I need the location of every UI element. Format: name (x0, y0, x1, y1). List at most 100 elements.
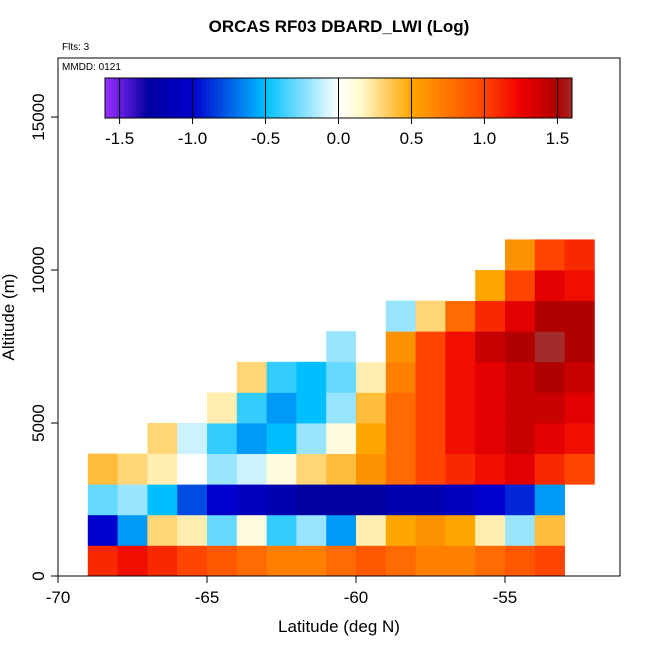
colorbar-swatch (116, 78, 122, 118)
colorbar-swatch (182, 78, 188, 118)
colorbar-swatch (544, 78, 550, 118)
colorbar-swatch (155, 78, 160, 118)
heatmap-cell (87, 453, 118, 485)
colorbar-swatch (229, 78, 234, 118)
colorbar-swatch (124, 78, 129, 118)
colorbar-swatch (373, 78, 378, 118)
heatmap-cell (385, 423, 416, 455)
heatmap-cell (504, 270, 536, 302)
heatmap-cell (206, 484, 238, 516)
colorbar-swatch (498, 78, 503, 118)
heatmap-cell (87, 484, 118, 516)
x-tick-label: -60 (344, 588, 369, 607)
heatmap-cell (296, 392, 327, 424)
colorbar-swatch (330, 78, 336, 118)
heatmap-cell (177, 423, 208, 455)
colorbar-swatch (248, 78, 254, 118)
colorbar-swatch (225, 78, 231, 118)
colorbar-swatch (459, 78, 464, 118)
colorbar-swatch (501, 78, 507, 118)
colorbar-swatch (210, 78, 215, 118)
y-tick-label: 15000 (29, 93, 48, 140)
heatmap-cell (355, 545, 387, 577)
heatmap-cell (326, 545, 357, 577)
colorbar-swatch (237, 78, 242, 118)
heatmap-cell (415, 453, 446, 485)
colorbar-swatch (536, 78, 542, 118)
axes: -70 -65 -60 -55 0 5000 10000 15000 -1.5 -1.0 -0.5 0… (29, 57, 621, 607)
heatmap-cell (206, 545, 238, 577)
colorbar-swatch (291, 78, 297, 118)
heatmap-cell (296, 514, 327, 546)
heatmap-cell (355, 392, 387, 424)
colorbar-swatch (128, 78, 133, 118)
heatmap-cell (534, 514, 565, 546)
heatmap-cell (355, 453, 387, 485)
heatmap-cell (117, 545, 148, 577)
colorbar-tick-label: 1.0 (473, 129, 497, 148)
colorbar-swatch (404, 78, 410, 118)
colorbar-swatch (147, 78, 153, 118)
colorbar-swatch (529, 78, 534, 118)
colorbar-swatch (447, 78, 452, 118)
colorbar-swatch (143, 78, 149, 118)
heatmap-cell (147, 514, 178, 546)
colorbar-swatch (509, 78, 515, 118)
heatmap-cell (415, 514, 446, 546)
y-tick-label: 0 (29, 571, 48, 580)
heatmap-cell (326, 331, 357, 363)
heatmap-cell (504, 239, 536, 271)
heatmap-cell (385, 545, 416, 577)
colorbar-swatch (342, 78, 347, 118)
heatmap-cell (177, 514, 208, 546)
colorbar-swatch (560, 78, 565, 118)
colorbar-swatch (556, 78, 561, 118)
colorbar-swatch (260, 78, 266, 118)
heatmap-cell (564, 453, 595, 485)
colorbar-swatch (381, 78, 386, 118)
colorbar-swatch (525, 78, 530, 118)
heatmap-cell (236, 453, 267, 485)
y-tick-label: 10000 (29, 246, 48, 293)
colorbar-swatch (245, 78, 250, 118)
heatmap-cell (534, 300, 565, 332)
heatmap-cell (534, 331, 565, 363)
colorbar-swatch (120, 78, 125, 118)
colorbar-swatch (108, 78, 114, 118)
colorbar-swatch (311, 78, 316, 118)
heatmap-cell (475, 270, 506, 302)
heatmap-cell (147, 453, 178, 485)
colorbar-swatch (564, 78, 569, 118)
heatmap-cell (117, 453, 148, 485)
colorbar-swatch (136, 78, 141, 118)
colorbar-swatch (466, 78, 472, 118)
heatmap-cell (415, 392, 446, 424)
x-axis-label: Latitude (deg N) (278, 617, 400, 636)
heatmap-cell (266, 514, 297, 546)
heatmap-cell (296, 545, 327, 577)
heatmap-cell (475, 423, 506, 455)
colorbar-tick-label: 0.5 (400, 129, 424, 148)
heatmap-cell (534, 270, 565, 302)
colorbar-swatch (463, 78, 468, 118)
y-tick-label: 5000 (29, 404, 48, 442)
colorbar-swatch (295, 78, 301, 118)
heatmap-cell (504, 423, 536, 455)
colorbar-swatch (435, 78, 441, 118)
colorbar-swatch (319, 78, 324, 118)
heatmap-cell (385, 392, 416, 424)
heatmap-cell (504, 392, 536, 424)
colorbar-swatch (420, 78, 425, 118)
colorbar-swatch (268, 78, 273, 118)
colorbar-swatch (412, 78, 417, 118)
colorbar-swatch (416, 78, 421, 118)
colorbar-swatch (517, 78, 522, 118)
colorbar-swatch (389, 78, 394, 118)
y-axis-label: Altitude (m) (0, 274, 18, 361)
colorbar-swatch (513, 78, 519, 118)
colorbar-swatch (365, 78, 371, 118)
colorbar-tick-label: -1.0 (178, 129, 207, 148)
heatmap-cell (564, 239, 595, 271)
heatmap-cell (534, 484, 565, 516)
